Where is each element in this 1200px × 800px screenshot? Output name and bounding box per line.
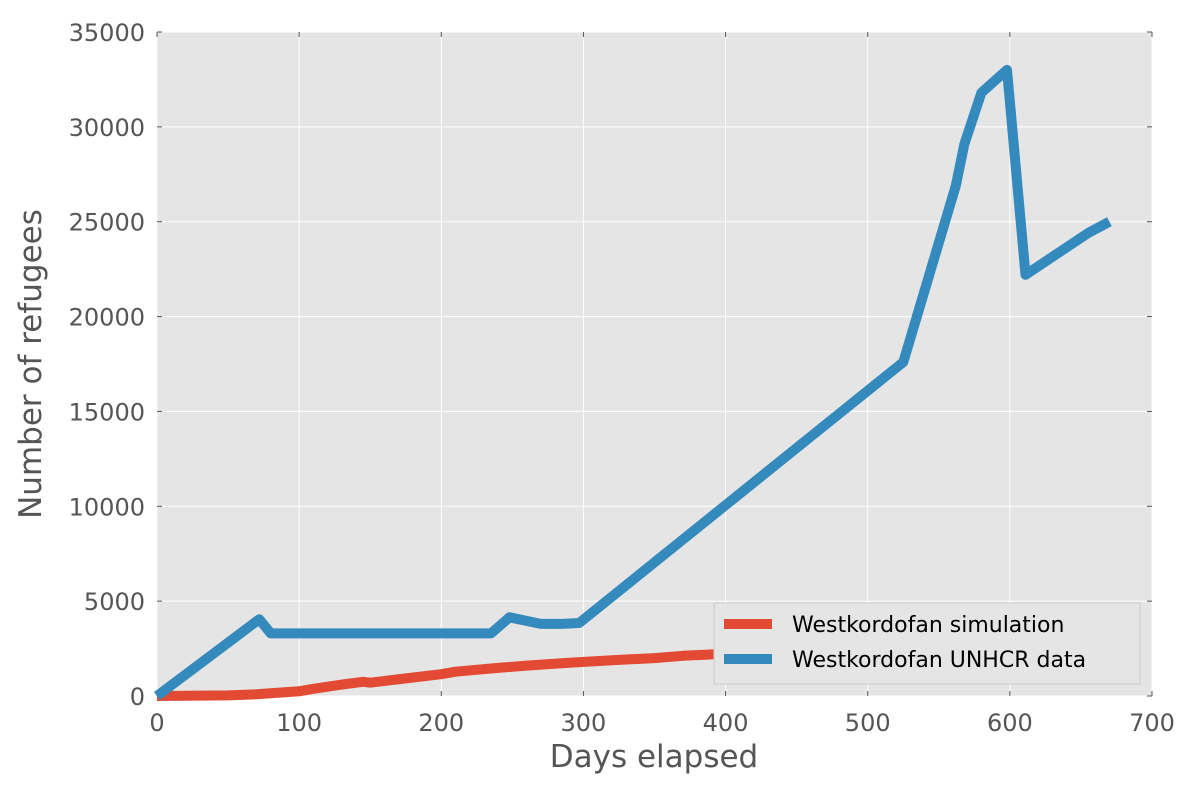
x-tick-label: 500 xyxy=(845,709,891,737)
y-tick-label: 20000 xyxy=(69,304,145,332)
grid-lines xyxy=(156,31,1153,697)
plot-background xyxy=(157,32,1152,696)
x-axis-label: Days elapsed xyxy=(550,739,758,775)
y-tick-label: 35000 xyxy=(69,19,145,47)
series-line-1 xyxy=(153,64,1112,700)
x-tick-label: 200 xyxy=(418,709,464,737)
y-tick-label: 25000 xyxy=(69,209,145,237)
legend-box xyxy=(713,602,1141,685)
series-line-0 xyxy=(156,647,741,701)
y-tick-label: 0 xyxy=(130,683,145,711)
y-tick-label: 30000 xyxy=(69,114,145,142)
y-tick-label: 10000 xyxy=(69,493,145,521)
x-tick-label: 0 xyxy=(149,709,164,737)
series-lines xyxy=(153,64,1112,701)
legend-label-simulation: Westkordofan simulation xyxy=(792,613,1064,638)
x-tick-label: 600 xyxy=(987,709,1033,737)
y-axis-label: Number of refugees xyxy=(13,209,49,519)
axis-ticks xyxy=(156,31,1153,697)
x-tick-label: 300 xyxy=(561,709,607,737)
legend-label-unhcr: Westkordofan UNHCR data xyxy=(792,648,1086,673)
tick-labels: 0 100 200 300 400 500 600 700 0 5000 10000 15000 200… xyxy=(69,19,1175,737)
x-tick-label: 400 xyxy=(703,709,749,737)
x-tick-label: 700 xyxy=(1129,709,1175,737)
legend: Westkordofan simulation Westkordofan UNH… xyxy=(713,602,1141,685)
x-tick-label: 100 xyxy=(276,709,322,737)
y-tick-label: 15000 xyxy=(69,398,145,426)
y-tick-label: 5000 xyxy=(84,588,145,616)
